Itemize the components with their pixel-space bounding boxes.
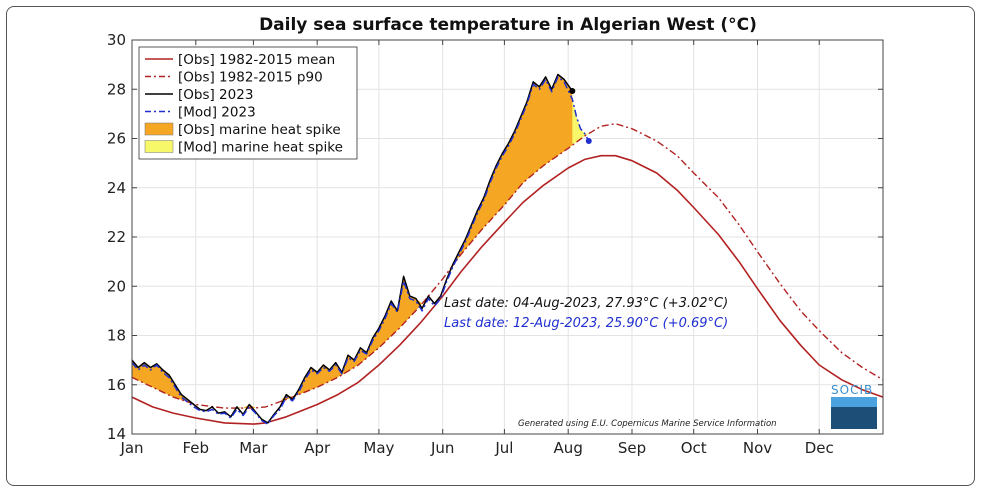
x-tick-label: Nov: [743, 439, 772, 457]
legend-box: [138, 46, 358, 160]
socib-logo-text: SOCIB: [831, 383, 873, 397]
x-tick-label: Mar: [239, 439, 268, 457]
x-tick-label: Jan: [119, 439, 143, 457]
legend-label: [Obs] 1982-2015 p90: [178, 70, 323, 86]
x-tick-label: Sep: [618, 439, 646, 457]
mod-2023-line: [131, 76, 590, 425]
legend-label: [Mod] marine heat spike: [178, 140, 343, 156]
y-tick-label: 14: [107, 425, 126, 443]
copernicus-credit: Generated using E.U. Copernicus Marine S…: [518, 419, 777, 429]
y-tick-label: 22: [107, 228, 126, 246]
x-tick-label: Jul: [494, 439, 513, 457]
x-tick-label: Oct: [681, 439, 707, 457]
axes: 14 16 18 20 22 24 26 28 30 Jan Feb Mar Apr May Jun Jul A…: [107, 31, 884, 457]
legend-label: [Obs] 2023: [178, 87, 253, 103]
legend-swatch-patch: [144, 140, 174, 153]
y-tick-label: 20: [107, 277, 126, 295]
socib-logo: SOCIB: [831, 383, 877, 429]
x-tick-label: Jun: [430, 439, 454, 457]
y-tick-label: 26: [107, 130, 126, 148]
legend-label: [Obs] 1982-2015 mean: [178, 52, 335, 68]
annotation-mod-last-date: Last date: 12-Aug-2023, 25.90°C (+0.69°C…: [444, 316, 728, 331]
legend: [Obs] 1982-2015 mean[Obs] 1982-2015 p90[…: [138, 46, 358, 160]
legend-swatch-patch: [144, 122, 174, 136]
x-tick-label: Aug: [554, 439, 583, 457]
x-tick-label: Feb: [183, 439, 210, 457]
y-tick-label: 24: [107, 179, 126, 197]
legend-label: [Obs] marine heat spike: [178, 122, 341, 138]
x-tick-label: Dec: [805, 439, 834, 457]
x-tick-label: Apr: [304, 439, 331, 457]
obs-last-point: [569, 87, 576, 94]
y-tick-label: 28: [107, 80, 126, 98]
mod-last-point: [585, 137, 592, 144]
socib-logo-band: [831, 397, 877, 407]
legend-label: [Mod] 2023: [178, 105, 256, 121]
annotation-obs-last-date: Last date: 04-Aug-2023, 27.93°C (+3.02°C…: [444, 296, 728, 311]
y-tick-label: 18: [107, 327, 126, 345]
obs-heat-spike-area: [132, 74, 573, 409]
x-tick-label: May: [363, 439, 394, 457]
obs-2023-line: [131, 73, 573, 424]
heat-spike-fills: [132, 74, 589, 409]
y-tick-label: 16: [107, 376, 126, 394]
p90-line: [131, 123, 884, 409]
y-tick-label: 30: [107, 31, 126, 49]
series-lines: [131, 73, 884, 425]
chart-title: Daily sea surface temperature in Algeria…: [259, 15, 757, 35]
